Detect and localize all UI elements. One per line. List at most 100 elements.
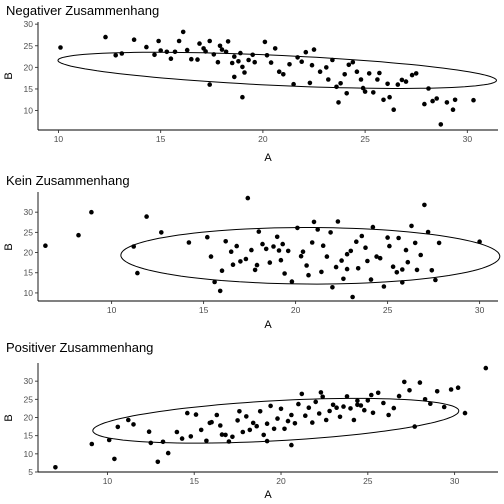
data-point — [204, 438, 209, 444]
data-point — [103, 34, 108, 40]
data-point — [230, 434, 235, 440]
y-tick-label: 30 — [24, 19, 34, 29]
data-point — [311, 219, 317, 225]
chart-title: Positiver Zusammenhang — [6, 340, 153, 355]
data-point — [144, 214, 149, 219]
x-tick-label: 30 — [463, 134, 473, 144]
data-point — [228, 249, 234, 254]
y-axis-label: B — [3, 243, 15, 250]
data-point — [160, 439, 166, 445]
data-point — [282, 426, 287, 432]
data-point — [362, 89, 368, 94]
data-point — [360, 85, 366, 91]
data-point — [387, 94, 392, 100]
data-point — [307, 80, 313, 86]
data-point — [344, 251, 350, 257]
data-point — [344, 394, 350, 399]
data-point — [197, 41, 202, 46]
data-point — [342, 72, 348, 77]
data-point — [278, 257, 284, 263]
data-point — [281, 72, 286, 77]
data-point — [113, 53, 118, 58]
data-point — [53, 465, 58, 470]
data-point — [152, 52, 157, 58]
data-point — [135, 270, 140, 276]
data-point — [418, 252, 424, 258]
data-point — [180, 29, 186, 35]
data-point — [330, 402, 336, 408]
data-point — [344, 91, 350, 96]
data-point — [131, 422, 136, 427]
data-point — [159, 230, 164, 235]
data-point — [303, 49, 309, 55]
data-point — [245, 195, 251, 201]
y-tick-label: 20 — [24, 248, 34, 258]
data-point — [126, 417, 131, 423]
data-point — [296, 401, 301, 407]
data-point — [339, 258, 344, 263]
data-point — [193, 412, 199, 417]
data-point — [146, 429, 152, 435]
data-point — [275, 416, 280, 421]
x-tick-label: 15 — [189, 476, 199, 486]
y-tick-label: 10 — [24, 106, 34, 116]
data-point — [385, 81, 390, 87]
data-point — [430, 98, 435, 104]
data-point — [276, 69, 282, 74]
data-point — [208, 254, 214, 259]
data-point — [309, 240, 315, 245]
data-point — [244, 414, 249, 419]
chart-title: Kein Zusammenhang — [6, 173, 130, 188]
data-point — [366, 71, 372, 76]
x-tick-label: 10 — [107, 305, 117, 315]
data-point — [354, 69, 360, 74]
data-point — [429, 268, 435, 273]
data-point — [282, 271, 287, 276]
data-point — [240, 94, 245, 100]
data-point — [391, 107, 397, 112]
data-point — [324, 254, 330, 259]
data-point — [399, 77, 405, 83]
data-point — [242, 70, 247, 75]
data-point — [359, 233, 365, 239]
data-point — [477, 239, 482, 244]
data-point — [434, 96, 440, 101]
data-point — [211, 52, 217, 57]
data-point — [348, 248, 354, 254]
data-point — [320, 243, 326, 248]
data-point — [280, 241, 286, 247]
data-point — [448, 387, 454, 392]
y-tick-label: 10 — [24, 449, 34, 459]
data-point — [414, 267, 420, 273]
data-point — [306, 405, 312, 411]
data-point — [207, 420, 213, 426]
data-point — [313, 399, 319, 405]
x-tick-label: 10 — [103, 476, 113, 486]
data-point — [176, 38, 182, 44]
data-point — [217, 288, 223, 294]
data-point — [317, 69, 323, 74]
data-point — [89, 209, 94, 215]
y-axis-label: B — [3, 414, 15, 421]
data-point — [240, 429, 246, 435]
data-point — [218, 423, 223, 428]
data-point — [264, 53, 270, 58]
y-tick-label: 5 — [28, 467, 33, 477]
data-point — [148, 440, 154, 446]
data-point — [189, 56, 194, 62]
data-point — [452, 97, 458, 103]
data-point — [112, 456, 117, 462]
data-point — [223, 49, 229, 55]
data-point — [115, 424, 121, 430]
data-point — [235, 418, 240, 423]
data-point — [426, 86, 431, 91]
data-point — [396, 393, 402, 399]
data-point — [355, 402, 360, 408]
data-point — [370, 224, 376, 230]
data-point — [428, 401, 433, 407]
x-axis-label: A — [264, 489, 272, 501]
data-point — [385, 235, 390, 240]
data-point — [144, 44, 149, 50]
data-point — [238, 259, 243, 264]
